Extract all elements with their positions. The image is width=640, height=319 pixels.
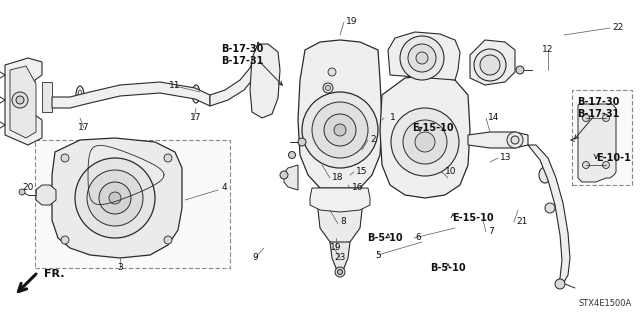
Polygon shape bbox=[380, 75, 470, 198]
Text: 16: 16 bbox=[352, 183, 364, 192]
Circle shape bbox=[415, 132, 435, 152]
Polygon shape bbox=[310, 188, 370, 212]
Circle shape bbox=[324, 114, 356, 146]
Polygon shape bbox=[250, 44, 280, 118]
Text: 6: 6 bbox=[415, 234, 420, 242]
Circle shape bbox=[61, 236, 69, 244]
Text: 10: 10 bbox=[445, 167, 456, 176]
Text: 19: 19 bbox=[330, 243, 342, 253]
Circle shape bbox=[408, 44, 436, 72]
Polygon shape bbox=[468, 132, 528, 148]
Text: E-15-10: E-15-10 bbox=[412, 123, 454, 133]
Circle shape bbox=[87, 170, 143, 226]
Circle shape bbox=[474, 49, 506, 81]
Circle shape bbox=[323, 83, 333, 93]
Polygon shape bbox=[470, 40, 515, 85]
Text: 1: 1 bbox=[390, 114, 396, 122]
Circle shape bbox=[602, 115, 609, 122]
Text: FR.: FR. bbox=[44, 269, 65, 279]
Text: 18: 18 bbox=[332, 174, 344, 182]
Circle shape bbox=[302, 92, 378, 168]
Circle shape bbox=[164, 154, 172, 162]
Polygon shape bbox=[298, 40, 382, 195]
Text: 2: 2 bbox=[370, 136, 376, 145]
Text: 4: 4 bbox=[222, 183, 228, 192]
Polygon shape bbox=[318, 188, 362, 246]
Text: 5: 5 bbox=[375, 250, 381, 259]
Polygon shape bbox=[5, 58, 42, 145]
Circle shape bbox=[19, 189, 25, 195]
Circle shape bbox=[403, 120, 447, 164]
Text: 9: 9 bbox=[252, 254, 258, 263]
Circle shape bbox=[326, 85, 330, 91]
FancyBboxPatch shape bbox=[572, 90, 632, 185]
Text: B-5-10: B-5-10 bbox=[430, 263, 466, 273]
Circle shape bbox=[582, 161, 589, 168]
Ellipse shape bbox=[442, 154, 464, 176]
Circle shape bbox=[334, 124, 346, 136]
Circle shape bbox=[280, 171, 288, 179]
Circle shape bbox=[480, 55, 500, 75]
Circle shape bbox=[289, 152, 296, 159]
Circle shape bbox=[109, 192, 121, 204]
Circle shape bbox=[507, 132, 523, 148]
Text: 3: 3 bbox=[117, 263, 123, 272]
Text: 17: 17 bbox=[190, 114, 202, 122]
Polygon shape bbox=[210, 42, 263, 106]
Circle shape bbox=[582, 115, 589, 122]
Circle shape bbox=[61, 154, 69, 162]
Circle shape bbox=[391, 108, 459, 176]
Text: E-15-10: E-15-10 bbox=[452, 213, 493, 223]
Text: STX4E1500A: STX4E1500A bbox=[579, 299, 632, 308]
Text: 19: 19 bbox=[346, 18, 358, 26]
Circle shape bbox=[12, 92, 28, 108]
Ellipse shape bbox=[539, 167, 551, 183]
Circle shape bbox=[416, 52, 428, 64]
Circle shape bbox=[511, 136, 519, 144]
Polygon shape bbox=[42, 82, 52, 112]
Ellipse shape bbox=[76, 86, 84, 104]
Text: B-17-30
B-17-31: B-17-30 B-17-31 bbox=[221, 44, 263, 66]
Circle shape bbox=[400, 36, 444, 80]
Polygon shape bbox=[388, 32, 460, 80]
Circle shape bbox=[516, 66, 524, 74]
Polygon shape bbox=[528, 145, 570, 285]
Text: 13: 13 bbox=[500, 153, 511, 162]
Polygon shape bbox=[52, 82, 210, 108]
Text: B-5-10: B-5-10 bbox=[367, 233, 403, 243]
Polygon shape bbox=[52, 138, 182, 258]
Circle shape bbox=[337, 270, 342, 275]
Text: 17: 17 bbox=[78, 123, 90, 132]
Circle shape bbox=[164, 236, 172, 244]
Circle shape bbox=[298, 138, 306, 146]
Circle shape bbox=[16, 96, 24, 104]
Text: B-17-30
B-17-31: B-17-30 B-17-31 bbox=[577, 97, 619, 119]
Text: 8: 8 bbox=[340, 218, 346, 226]
Circle shape bbox=[99, 182, 131, 214]
Text: 11: 11 bbox=[169, 81, 180, 91]
Circle shape bbox=[328, 68, 336, 76]
FancyBboxPatch shape bbox=[35, 140, 230, 268]
Polygon shape bbox=[578, 104, 616, 182]
Ellipse shape bbox=[192, 85, 200, 103]
Circle shape bbox=[75, 158, 155, 238]
Text: 21: 21 bbox=[516, 218, 527, 226]
Polygon shape bbox=[36, 185, 56, 205]
Circle shape bbox=[555, 279, 565, 289]
Text: E-10-1: E-10-1 bbox=[596, 153, 631, 163]
Text: 15: 15 bbox=[356, 167, 367, 176]
Polygon shape bbox=[330, 242, 350, 272]
Polygon shape bbox=[284, 165, 298, 190]
Text: 22: 22 bbox=[612, 24, 623, 33]
Circle shape bbox=[602, 161, 609, 168]
Polygon shape bbox=[10, 66, 36, 138]
Text: 12: 12 bbox=[542, 46, 554, 55]
Text: 7: 7 bbox=[488, 227, 493, 236]
Circle shape bbox=[335, 267, 345, 277]
Circle shape bbox=[545, 203, 555, 213]
Text: 14: 14 bbox=[488, 114, 499, 122]
Text: 20: 20 bbox=[22, 183, 33, 192]
Text: 23: 23 bbox=[334, 254, 346, 263]
Circle shape bbox=[312, 102, 368, 158]
